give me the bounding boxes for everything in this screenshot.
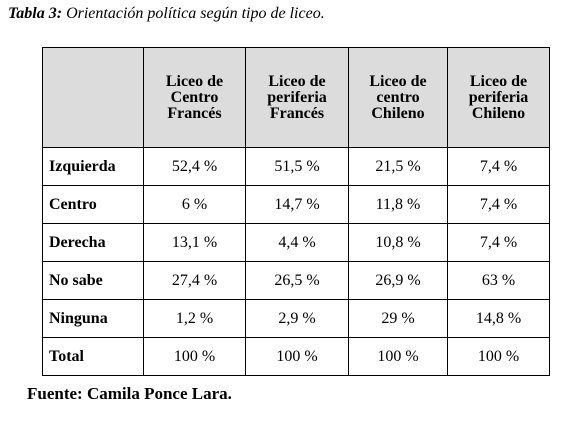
table-cell: 27,4 % <box>143 261 246 300</box>
table-cell: 52,4 % <box>143 147 246 186</box>
table-cell: 4,4 % <box>245 223 349 262</box>
table-cell: 21,5 % <box>348 147 448 186</box>
table-cell: 26,5 % <box>245 261 349 300</box>
column-header: Liceo de Centro Francés <box>143 47 246 148</box>
table-cell: 7,4 % <box>447 185 550 224</box>
row-label: Ninguna <box>42 299 144 338</box>
table-caption: Tabla 3: Orientación política según tipo… <box>8 5 325 23</box>
caption-label: Tabla 3: <box>8 5 63 22</box>
row-label: No sabe <box>42 261 144 300</box>
column-header: Liceo de centro Chileno <box>348 47 448 148</box>
row-label: Total <box>42 337 144 376</box>
row-label: Derecha <box>42 223 144 262</box>
table-row: Izquierda 52,4 % 51,5 % 21,5 % 7,4 % <box>42 147 550 186</box>
table-cell: 1,2 % <box>143 299 246 338</box>
table-cell: 100 % <box>143 337 246 376</box>
table-row: Ninguna 1,2 % 2,9 % 29 % 14,8 % <box>42 299 550 338</box>
data-table: Liceo de Centro Francés Liceo de perifer… <box>42 47 550 376</box>
table-cell: 14,8 % <box>447 299 550 338</box>
table-cell: 100 % <box>348 337 448 376</box>
table-cell: 11,8 % <box>348 185 448 224</box>
header-row: Liceo de Centro Francés Liceo de perifer… <box>42 47 550 148</box>
table-cell: 2,9 % <box>245 299 349 338</box>
table-cell: 100 % <box>245 337 349 376</box>
table-row: Derecha 13,1 % 4,4 % 10,8 % 7,4 % <box>42 223 550 262</box>
row-label: Izquierda <box>42 147 144 186</box>
table-cell: 51,5 % <box>245 147 349 186</box>
table-cell: 7,4 % <box>447 147 550 186</box>
table-row: Total 100 % 100 % 100 % 100 % <box>42 337 550 376</box>
table-row: Centro 6 % 14,7 % 11,8 % 7,4 % <box>42 185 550 224</box>
table-cell: 26,9 % <box>348 261 448 300</box>
corner-cell <box>42 47 144 148</box>
column-header: Liceo de periferia Francés <box>245 47 349 148</box>
table-cell: 100 % <box>447 337 550 376</box>
caption-text: Orientación política según tipo de liceo… <box>66 5 325 22</box>
table-row: No sabe 27,4 % 26,5 % 26,9 % 63 % <box>42 261 550 300</box>
row-label: Centro <box>42 185 144 224</box>
table-cell: 29 % <box>348 299 448 338</box>
column-header: Liceo de periferia Chileno <box>447 47 550 148</box>
table-cell: 7,4 % <box>447 223 550 262</box>
source-note: Fuente: Camila Ponce Lara. <box>27 384 232 403</box>
table-cell: 10,8 % <box>348 223 448 262</box>
table-cell: 14,7 % <box>245 185 349 224</box>
table-cell: 63 % <box>447 261 550 300</box>
table-cell: 6 % <box>143 185 246 224</box>
table-cell: 13,1 % <box>143 223 246 262</box>
